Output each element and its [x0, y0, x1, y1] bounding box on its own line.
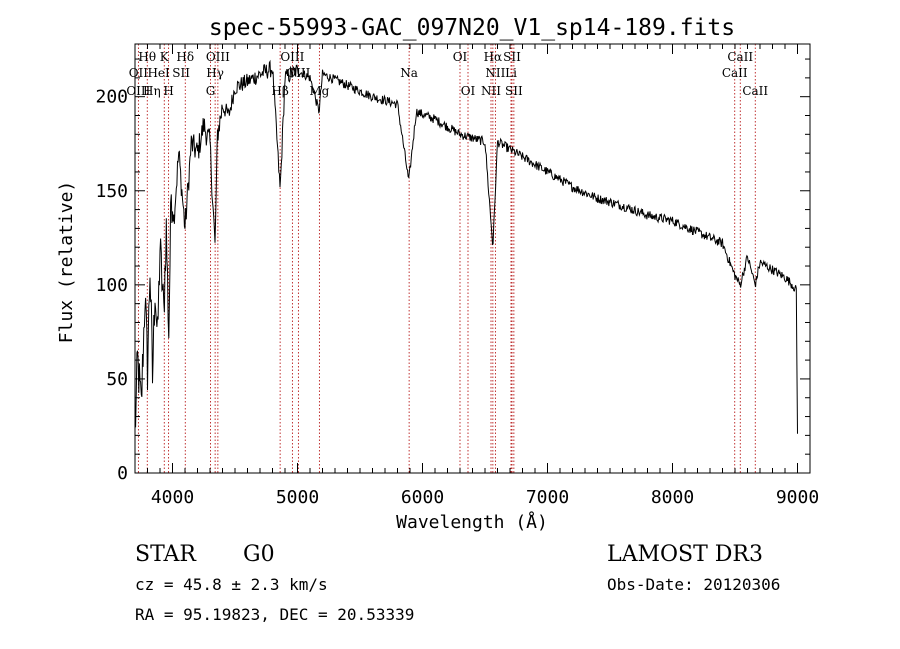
- line-label: SII: [505, 84, 523, 98]
- line-label: OIII: [126, 84, 150, 98]
- line-label: G: [206, 84, 216, 98]
- y-tick-label: 0: [117, 463, 128, 484]
- object-class: STAR: [135, 542, 197, 567]
- line-label: CaII: [722, 66, 748, 80]
- line-label: Hα: [484, 50, 503, 64]
- line-label: H: [163, 84, 173, 98]
- line-label: OI: [453, 50, 468, 64]
- y-tick-label: 150: [95, 181, 128, 202]
- line-label: K: [160, 50, 170, 64]
- y-tick-label: 100: [95, 275, 128, 296]
- chart-title: spec-55993-GAC_097N20_V1_sp14-189.fits: [209, 15, 735, 41]
- x-tick-label: 8000: [651, 487, 694, 508]
- spectral-line-markers: [137, 44, 756, 473]
- line-label: Hγ: [206, 66, 224, 80]
- line-label: OIII: [280, 50, 304, 64]
- line-label: OI: [461, 84, 476, 98]
- obs-date-text: Obs-Date: 20120306: [607, 575, 780, 594]
- line-label: Hδ: [176, 50, 194, 64]
- x-axis-label: Wavelength (Å): [396, 511, 548, 533]
- plot-frame: [134, 43, 811, 474]
- x-tick-label: 5000: [276, 487, 319, 508]
- line-label: Mg: [309, 84, 329, 98]
- line-label: CaII: [727, 50, 753, 64]
- y-tick-label: 200: [95, 87, 128, 108]
- line-label: SII: [503, 50, 521, 64]
- x-tick-label: 6000: [401, 487, 444, 508]
- line-label: Hη: [143, 84, 161, 98]
- x-axis: 4000 5000 6000 7000 8000 9000: [134, 44, 819, 508]
- radec-text: RA = 95.19823, DEC = 20.53339: [135, 605, 414, 624]
- line-label: Na: [400, 66, 418, 80]
- line-label: OIII: [206, 50, 230, 64]
- x-tick-label: 9000: [776, 487, 819, 508]
- redshift-text: cz = 45.8 ± 2.3 km/s: [135, 575, 328, 594]
- y-tick-label: 50: [106, 369, 128, 390]
- object-subclass: G0: [243, 542, 275, 567]
- flux-series-line: [134, 59, 798, 434]
- line-label: SII: [172, 66, 190, 80]
- line-label: CaII: [742, 84, 768, 98]
- x-tick-label: 4000: [151, 487, 194, 508]
- line-label: Hθ: [138, 50, 156, 64]
- line-label: HeI: [147, 66, 170, 80]
- y-axis-label: Flux (relative): [56, 181, 77, 344]
- y-axis: 0 50 100 150 200: [95, 58, 810, 484]
- x-tick-label: 7000: [526, 487, 569, 508]
- line-label: OII: [129, 66, 149, 80]
- line-label: NII: [481, 84, 501, 98]
- survey-name: LAMOST DR3: [607, 542, 763, 567]
- line-label: NII: [485, 66, 505, 80]
- line-label: Li: [505, 66, 517, 80]
